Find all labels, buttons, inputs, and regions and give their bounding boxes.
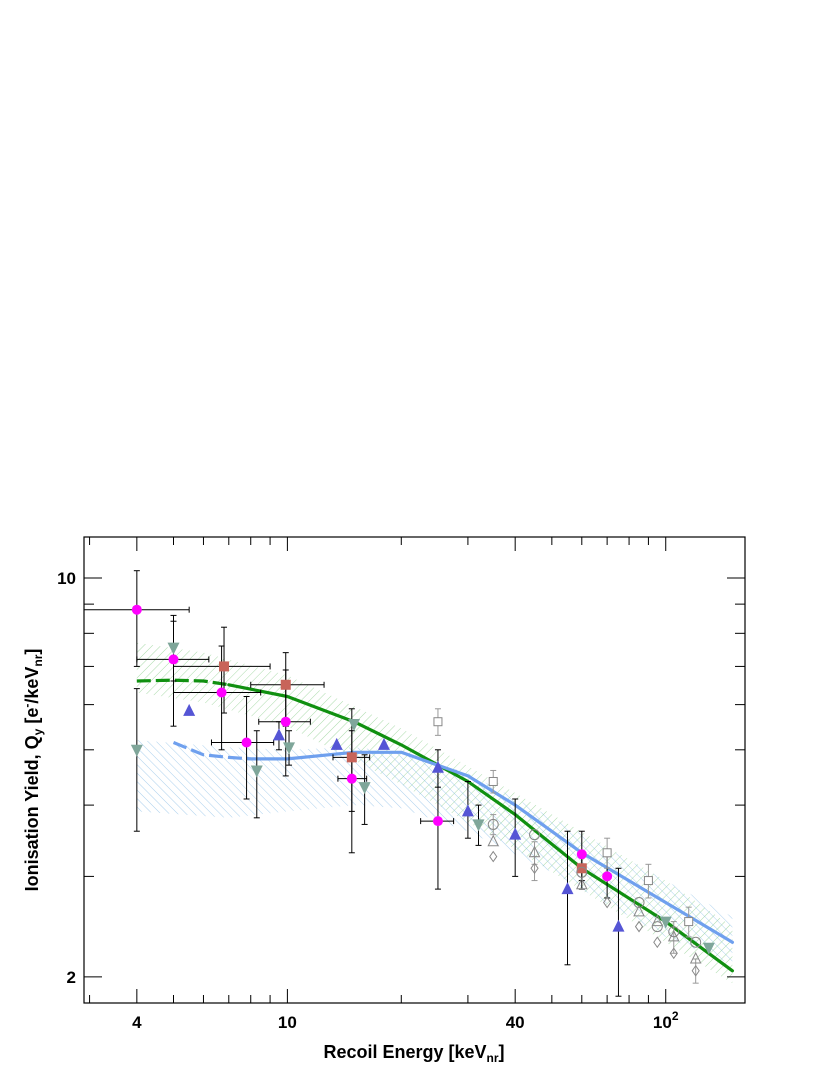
uncertainty-bands xyxy=(136,642,733,984)
point-open-square-4 xyxy=(684,917,694,927)
point-open-circle-6 xyxy=(690,936,702,948)
point-triangle-up-6 xyxy=(509,827,522,840)
point-triangle-down-7 xyxy=(659,916,672,929)
point-circle-2 xyxy=(216,687,227,698)
point-triangle-down-3 xyxy=(283,742,296,755)
point-open-diamond-5 xyxy=(669,947,678,960)
tick-labels: 4 10 40 102 2 10 xyxy=(57,569,679,1032)
point-open-circle-5 xyxy=(668,926,680,938)
curve-dashed-1 xyxy=(172,741,251,761)
x-axis-label: Recoil Energy [keVnr] xyxy=(323,1042,504,1065)
x-tick-label: 10 xyxy=(278,1013,297,1032)
point-open-circle-1 xyxy=(529,829,541,841)
point-circle-6 xyxy=(432,816,443,827)
point-open-triangle-2 xyxy=(575,877,588,890)
point-triangle-up-2 xyxy=(330,737,343,750)
point-square-0 xyxy=(219,661,230,672)
x-tick-label: 40 xyxy=(506,1013,525,1032)
band-1 xyxy=(136,740,733,965)
plot-frame xyxy=(83,536,746,1004)
point-circle-8 xyxy=(602,871,613,882)
point-triangle-up-8 xyxy=(612,919,625,932)
point-open-diamond-4 xyxy=(653,936,662,949)
point-triangle-down-5 xyxy=(358,782,371,795)
point-open-square-3 xyxy=(643,876,653,886)
point-open-circle-3 xyxy=(633,897,645,909)
point-square-2 xyxy=(346,752,357,763)
curve-dashed-0 xyxy=(136,678,230,687)
data-markers xyxy=(130,604,715,977)
point-triangle-up-5 xyxy=(461,804,474,817)
point-open-square-1 xyxy=(488,776,498,786)
band-0 xyxy=(136,642,733,984)
point-triangle-up-0 xyxy=(183,703,196,716)
point-triangle-up-1 xyxy=(272,728,285,741)
point-circle-5 xyxy=(346,773,357,784)
point-open-triangle-6 xyxy=(689,951,702,964)
x-tick-label: 4 xyxy=(132,1013,142,1032)
point-square-1 xyxy=(280,679,291,690)
point-open-triangle-5 xyxy=(667,929,680,942)
point-triangle-down-4 xyxy=(348,718,361,731)
point-open-triangle-0 xyxy=(487,834,500,847)
point-open-triangle-3 xyxy=(633,904,645,917)
point-triangle-down-8 xyxy=(702,942,715,955)
point-open-square-0 xyxy=(433,717,443,727)
y-axis-label: Ionisation Yield, Qy [e-/keVnr] xyxy=(20,649,45,892)
point-circle-3 xyxy=(241,737,252,748)
point-triangle-down-0 xyxy=(130,744,143,757)
point-circle-1 xyxy=(168,654,179,665)
point-open-diamond-0 xyxy=(489,850,498,863)
point-open-diamond-2 xyxy=(603,896,612,909)
point-triangle-down-2 xyxy=(250,765,263,778)
point-triangle-up-3 xyxy=(377,737,390,750)
point-circle-7 xyxy=(576,849,587,860)
point-circle-4 xyxy=(280,716,291,727)
point-open-diamond-1 xyxy=(530,862,539,875)
axis-ticks xyxy=(84,537,745,1003)
point-open-square-2 xyxy=(602,848,612,858)
x-tick-label: 102 xyxy=(653,1009,679,1032)
point-open-circle-4 xyxy=(651,921,663,933)
y-tick-label: 10 xyxy=(57,569,76,588)
point-open-triangle-4 xyxy=(651,914,664,927)
y-tick-label: 2 xyxy=(67,968,76,987)
point-triangle-up-7 xyxy=(561,882,574,895)
point-open-triangle-1 xyxy=(528,845,541,858)
point-triangle-up-4 xyxy=(431,760,444,773)
point-open-circle-0 xyxy=(487,818,499,830)
point-triangle-down-1 xyxy=(167,642,180,655)
point-open-circle-2 xyxy=(576,866,588,878)
point-circle-0 xyxy=(131,604,142,615)
curve-solid-1 xyxy=(249,750,735,944)
point-square-3 xyxy=(576,863,587,874)
point-triangle-down-6 xyxy=(472,819,485,832)
point-open-diamond-3 xyxy=(634,920,644,933)
point-open-diamond-6 xyxy=(691,964,700,977)
